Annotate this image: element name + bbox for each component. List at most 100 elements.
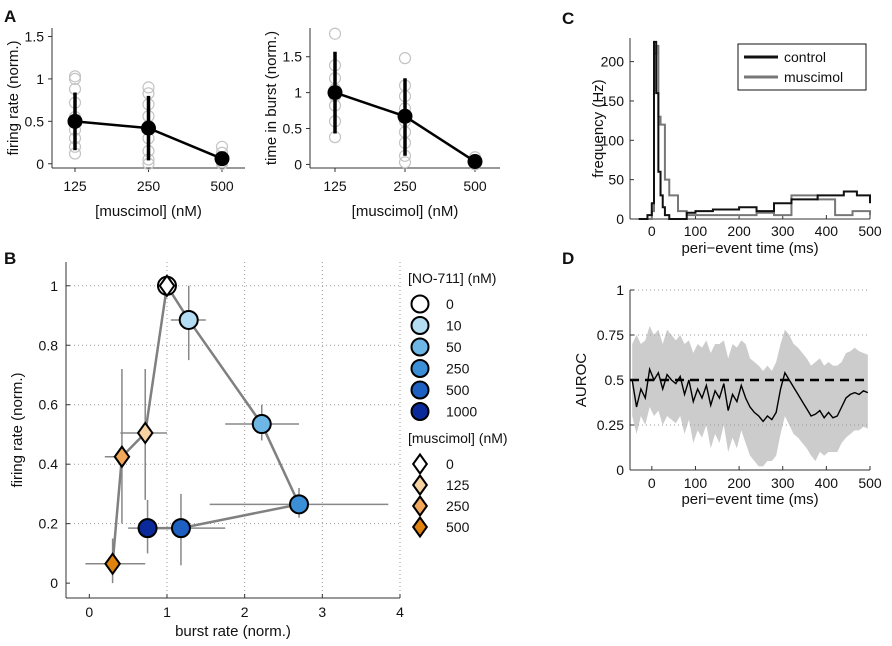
x-tick-label: 0 xyxy=(85,604,93,620)
y-tick-label: 0.25 xyxy=(597,417,624,433)
legend-marker xyxy=(410,380,430,400)
y-tick-label: 0.5 xyxy=(605,372,625,388)
y-tick-label: 50 xyxy=(608,172,624,188)
confidence-band xyxy=(632,326,868,467)
data-point xyxy=(398,156,412,169)
x-tick-label: 200 xyxy=(727,223,751,239)
x-tick-label: 250 xyxy=(137,178,161,194)
no711-marker xyxy=(170,518,191,539)
x-tick-label: 500 xyxy=(210,178,234,194)
mean-marker xyxy=(397,108,413,124)
muscimol-marker xyxy=(158,274,176,298)
muscimol-marker xyxy=(113,445,131,469)
trend-line xyxy=(147,285,301,530)
y-tick-label: 100 xyxy=(601,132,625,148)
y-tick-label: 200 xyxy=(601,54,625,70)
x-tick-label: 300 xyxy=(771,223,795,239)
legend-marker xyxy=(411,452,429,476)
legend-box xyxy=(737,43,867,91)
legend-title: [muscimol] (nM) xyxy=(408,430,508,446)
y-tick-label: 1.5 xyxy=(25,28,45,44)
y-tick-label: 0.5 xyxy=(283,121,303,137)
legend-marker xyxy=(411,515,429,539)
y-tick-label: 0 xyxy=(36,156,44,172)
x-tick-label: 1 xyxy=(163,604,171,620)
x-tick-label: 0 xyxy=(648,223,656,239)
x-axis-label: [muscimol] (nM) xyxy=(352,203,459,220)
series-line-control xyxy=(638,40,871,220)
legend-marker xyxy=(410,359,430,378)
x-tick-label: 3 xyxy=(318,604,326,620)
x-tick-label: 100 xyxy=(684,475,708,491)
x-tick-label: 250 xyxy=(393,178,417,194)
x-tick-label: 300 xyxy=(771,475,795,491)
x-axis-label: peri−event time (ms) xyxy=(681,240,818,257)
mean-marker xyxy=(67,113,83,129)
legend-label: 0 xyxy=(446,296,454,312)
y-tick-label: 0.8 xyxy=(39,337,59,353)
no711-marker xyxy=(137,518,158,539)
x-tick-label: 0 xyxy=(648,475,656,491)
legend-title: [NO-711] (nM) xyxy=(408,270,496,286)
x-tick-label: 2 xyxy=(241,604,249,620)
y-tick-label: 1 xyxy=(294,85,302,101)
legend-label: 50 xyxy=(446,339,462,355)
y-tick-label: 150 xyxy=(601,93,625,109)
legend-marker xyxy=(410,402,430,421)
data-point xyxy=(68,72,82,86)
x-tick-label: 4 xyxy=(396,604,404,620)
data-point xyxy=(68,70,82,83)
y-tick-label: 0.75 xyxy=(597,327,624,343)
legend-marker xyxy=(411,473,429,497)
y-axis-label: time in burst (norm.) xyxy=(263,31,280,165)
mean-marker xyxy=(327,85,343,101)
x-tick-label: 500 xyxy=(858,223,882,239)
x-axis-label: peri−event time (ms) xyxy=(681,491,818,508)
y-tick-label: 1.5 xyxy=(283,49,303,65)
y-tick-label: 0 xyxy=(50,575,58,591)
data-point xyxy=(328,27,342,40)
y-tick-label: 0.4 xyxy=(39,456,59,472)
x-tick-label: 200 xyxy=(727,475,751,491)
y-tick-label: 0.5 xyxy=(25,113,45,129)
no711-marker xyxy=(251,414,272,435)
x-tick-label: 500 xyxy=(858,475,882,491)
legend-label: 0 xyxy=(446,456,454,472)
legend-label: muscimol xyxy=(784,69,843,85)
x-axis-label: [muscimol] (nM) xyxy=(95,203,202,220)
y-tick-label: 0.2 xyxy=(39,516,59,532)
y-axis-label: firing rate (norm.) xyxy=(9,372,26,487)
x-tick-label: 400 xyxy=(815,475,839,491)
x-tick-label: 500 xyxy=(463,178,487,194)
x-tick-label: 400 xyxy=(815,223,839,239)
x-tick-label: 100 xyxy=(684,223,708,239)
muscimol-marker xyxy=(104,552,122,576)
panel-label: A xyxy=(4,7,16,26)
legend-label: 250 xyxy=(446,361,470,377)
mean-marker xyxy=(141,120,156,136)
legend-label: 1000 xyxy=(446,404,477,420)
x-axis-label: burst rate (norm.) xyxy=(175,623,291,640)
legend-label: 250 xyxy=(446,498,470,514)
y-axis-label: firing rate (norm.) xyxy=(5,40,22,155)
auroc-line xyxy=(631,366,869,423)
y-tick-label: 1 xyxy=(50,278,58,294)
no711-marker xyxy=(289,494,310,515)
legend-marker xyxy=(410,337,430,357)
legend-label: 500 xyxy=(446,382,470,398)
legend-label: 125 xyxy=(446,477,470,493)
legend-label: 10 xyxy=(446,318,462,334)
legend-marker xyxy=(411,494,429,518)
panel-label: B xyxy=(4,249,16,268)
data-point xyxy=(142,81,155,94)
y-axis-label: frequency (Hz) xyxy=(590,79,607,177)
y-tick-label: 0 xyxy=(294,156,302,172)
legend-label: 500 xyxy=(446,519,470,535)
y-axis-label: AUROC xyxy=(573,353,590,407)
y-tick-label: 1 xyxy=(616,282,624,298)
x-tick-label: 125 xyxy=(323,178,347,194)
legend-marker xyxy=(410,316,430,335)
y-tick-label: 0.6 xyxy=(39,397,59,413)
mean-marker xyxy=(467,154,483,170)
